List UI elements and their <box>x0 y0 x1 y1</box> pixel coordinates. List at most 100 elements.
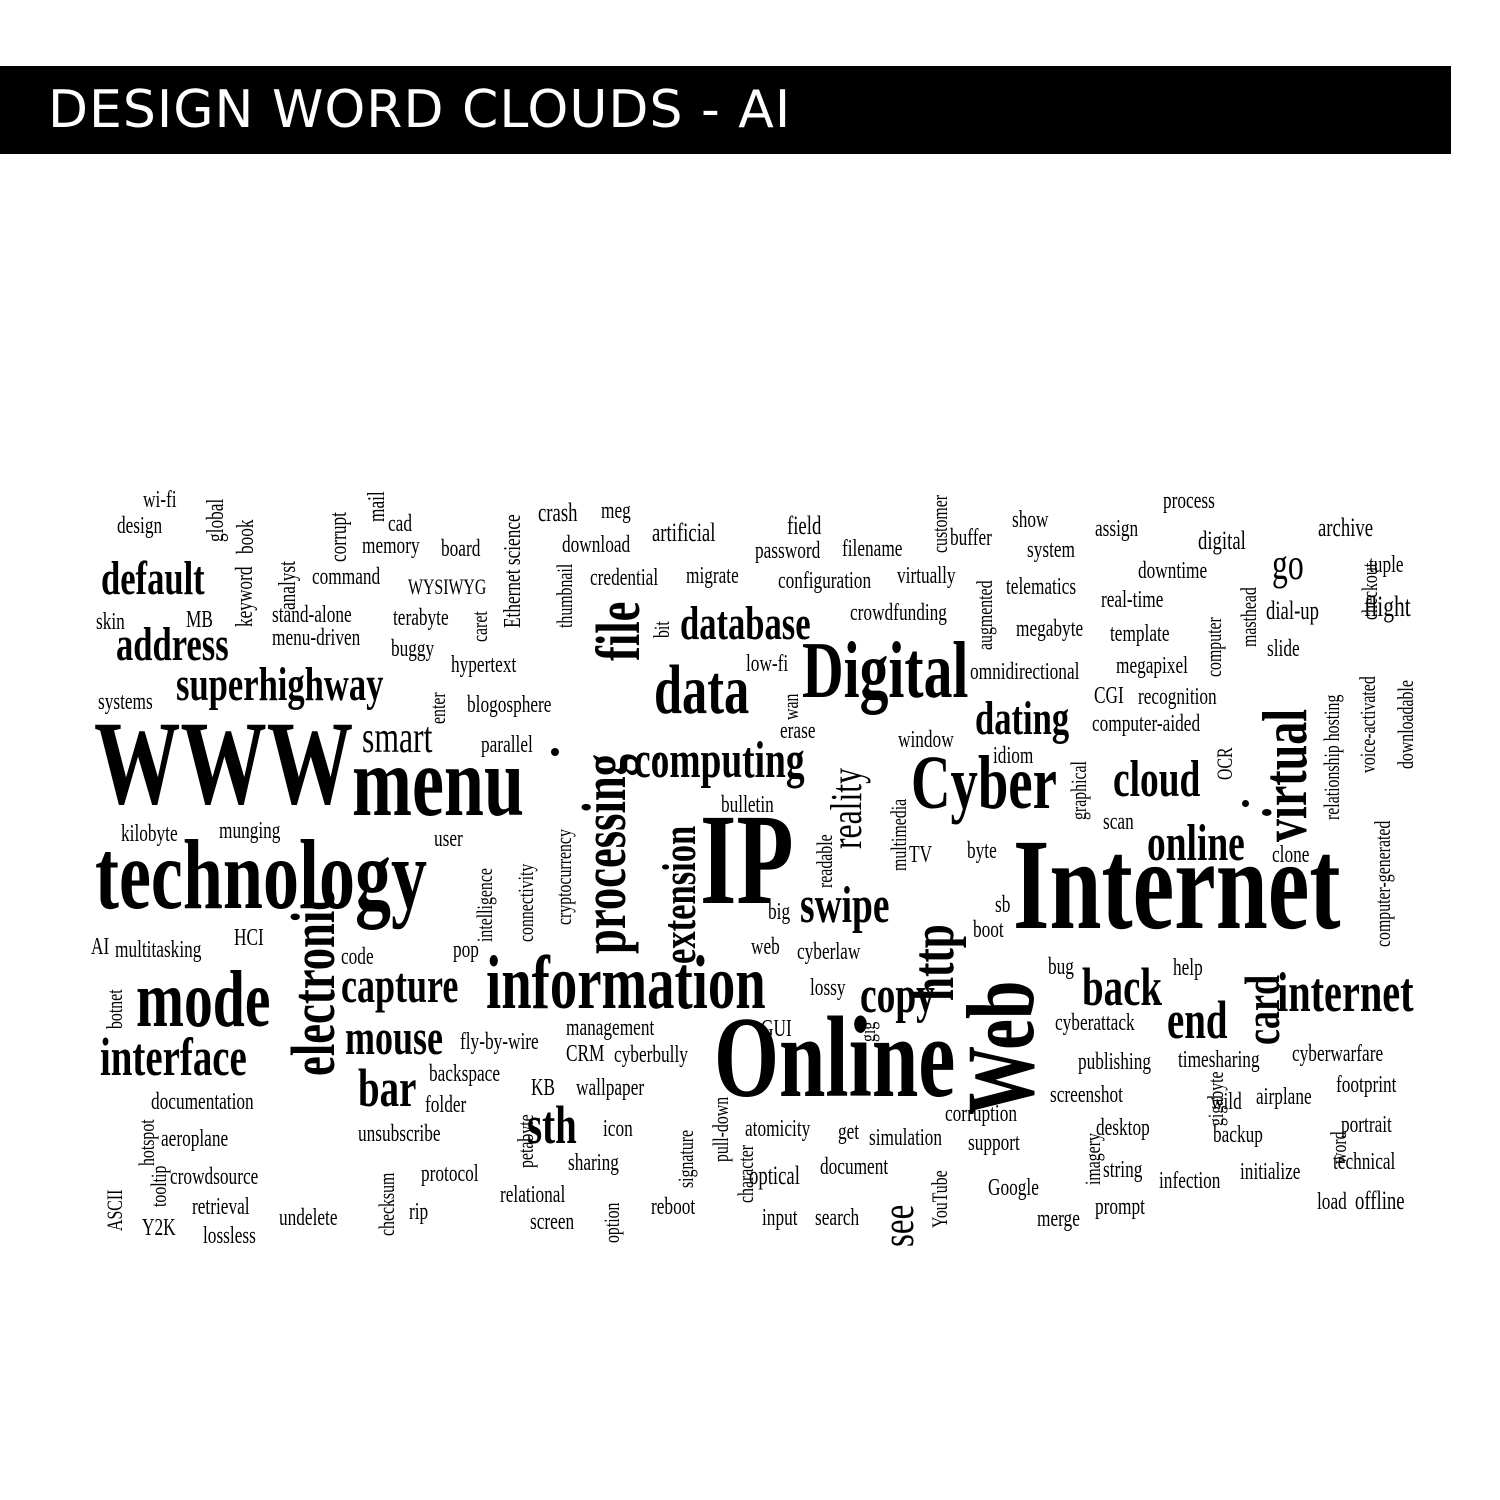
word-cryptocurrency: cryptocurrency <box>551 829 576 926</box>
word-buffer: buffer <box>950 525 992 551</box>
word-reboot: reboot <box>651 1194 696 1220</box>
word-internet: internet <box>1277 962 1414 1024</box>
word-tuple: tuple <box>1369 552 1404 578</box>
word-computer: computer <box>1201 617 1226 678</box>
word-erase: erase <box>780 718 816 744</box>
word-web: web <box>751 934 780 960</box>
word-megabyte: megabyte <box>1016 616 1084 642</box>
word-sth: sth <box>527 1095 577 1155</box>
word-infection: infection <box>1159 1168 1221 1194</box>
word-information: information <box>486 941 766 1025</box>
word-bar: bar <box>358 1058 417 1118</box>
word-meg: meg <box>601 498 631 524</box>
word-rip: rip <box>409 1199 429 1225</box>
word-hypertext: hypertext <box>451 652 517 678</box>
word-prompt: prompt <box>1095 1194 1145 1220</box>
word-slide: slide <box>1267 636 1300 662</box>
word-smart: smart <box>362 713 433 762</box>
word-offline: offline <box>1355 1186 1405 1215</box>
word-ocr: OCR <box>1212 747 1237 781</box>
word-option: option <box>599 1202 624 1244</box>
word-string: string <box>1103 1157 1143 1183</box>
word-file: file <box>585 601 653 662</box>
word-wysiwyg: WYSIWYG <box>408 574 487 599</box>
word-multimedia: multimedia <box>886 799 911 872</box>
word-cloud: cloud <box>1113 751 1201 808</box>
word-byte: byte <box>967 838 997 864</box>
word-go: go <box>1272 540 1304 589</box>
word-hotspot: hotspot <box>134 1119 159 1167</box>
word-buggy: buggy <box>391 636 435 662</box>
word-real-time: real-time <box>1101 587 1164 613</box>
word-pull-down: pull-down <box>708 1097 733 1163</box>
word-sharing: sharing <box>568 1150 619 1176</box>
word-parallel: parallel <box>481 732 533 758</box>
word-pop: pop <box>453 937 479 963</box>
word-unsubscribe: unsubscribe <box>358 1121 441 1147</box>
word-clone: clone <box>1272 842 1310 868</box>
word-ethernet-science: Ethernet science <box>500 514 526 629</box>
word-user: user <box>434 826 463 852</box>
separator-dot <box>551 748 559 756</box>
word-memory: memory <box>362 533 420 559</box>
word-systems: systems <box>98 689 153 715</box>
word-dial-up: dial-up <box>1266 596 1320 625</box>
word-credential: credential <box>590 565 659 591</box>
word-web: Web <box>947 980 1054 1115</box>
word-portrait: portrait <box>1341 1112 1392 1138</box>
word-cyberwarfare: cyberwarfare <box>1292 1041 1384 1067</box>
word-crash: crash <box>538 498 578 527</box>
word-migrate: migrate <box>686 563 739 589</box>
word-y2k: Y2K <box>142 1215 176 1241</box>
word-capture: capture <box>341 957 459 1013</box>
word-field: field <box>787 511 822 540</box>
word-copy: copy <box>860 967 935 1024</box>
word-crowdfunding: crowdfunding <box>850 600 947 626</box>
word-swipe: swipe <box>800 877 890 934</box>
word-technical: technical <box>1333 1149 1396 1175</box>
word-skin: skin <box>96 609 125 635</box>
word-documentation: documentation <box>151 1089 254 1115</box>
word-gui: GUI <box>761 1016 792 1042</box>
word-imagery: imagery <box>1080 1133 1105 1186</box>
word-computer-generated: computer-generated <box>1370 820 1395 948</box>
word-back: back <box>1082 957 1162 1017</box>
word-help: help <box>1173 955 1203 981</box>
word-load: load <box>1317 1189 1347 1215</box>
word-crm: CRM <box>566 1041 605 1067</box>
word-cyberbully: cyberbully <box>614 1042 688 1068</box>
word-download: download <box>562 532 631 558</box>
separator-dot <box>1242 800 1249 807</box>
word-bit: bit <box>649 621 674 639</box>
word-backspace: backspace <box>429 1061 500 1087</box>
word-mouse: mouse <box>345 1009 443 1065</box>
word-support: support <box>968 1130 1020 1156</box>
word-interface: interface <box>100 1027 247 1087</box>
word-augmented: augmented <box>972 580 997 651</box>
word-cyberattack: cyberattack <box>1055 1010 1135 1036</box>
word-thumbnail: thumbnail <box>552 563 577 629</box>
word-kb: KB <box>531 1075 556 1101</box>
word-password: password <box>755 538 821 564</box>
word-search: search <box>815 1205 860 1231</box>
word-fly-by-wire: fly-by-wire <box>460 1029 539 1055</box>
word-merge: merge <box>1037 1206 1080 1232</box>
word-downloadable: downloadable <box>1393 680 1418 770</box>
word-window: window <box>898 727 954 753</box>
word-atomicity: atomicity <box>745 1116 811 1142</box>
word-backup: backup <box>1213 1122 1263 1148</box>
word-www: WWW <box>94 696 354 829</box>
word-signature: signature <box>673 1130 698 1189</box>
word-address: address <box>116 618 229 671</box>
word-protocol: protocol <box>421 1161 479 1187</box>
word-customer: customer <box>927 495 952 554</box>
word-telematics: telematics <box>1006 574 1077 600</box>
word-folder: folder <box>425 1092 467 1118</box>
word-virtually: virtually <box>897 563 956 589</box>
word-processing: processing <box>571 754 639 955</box>
word-computer-aided: computer-aided <box>1092 711 1201 737</box>
word-code: code <box>341 944 374 970</box>
word-command: command <box>312 564 381 590</box>
word-crowdsource: crowdsource <box>170 1164 259 1190</box>
word-show: show <box>1012 507 1049 533</box>
